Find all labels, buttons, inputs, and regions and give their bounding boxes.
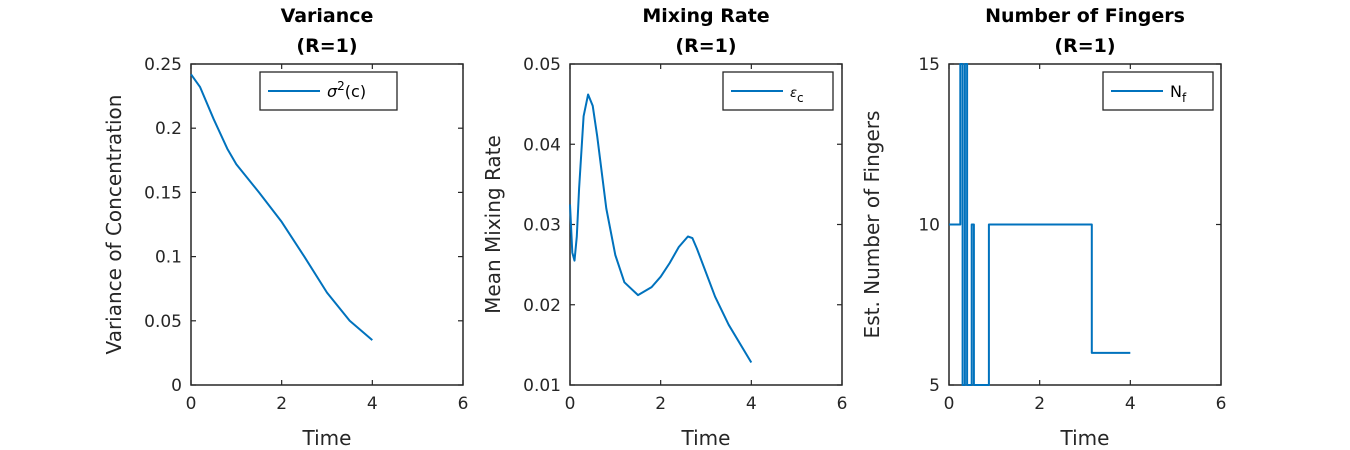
y-tick-label: 5 [929, 376, 940, 396]
y-tick-label: 0.2 [155, 119, 182, 139]
chart-subtitle: (R=1) [675, 35, 736, 57]
chart-panel-3: Number of Fingers (R=1) 0 2 4 6 5 10 15 Time Est. … [860, 5, 1226, 450]
x-tick-label: 4 [1125, 394, 1136, 414]
x-tick-label: 2 [276, 394, 287, 414]
y-tick-label: 0.02 [523, 296, 561, 316]
y-tick-label: 0.25 [144, 55, 182, 75]
x-tick-label: 0 [944, 394, 955, 414]
x-tick-label: 0 [565, 394, 576, 414]
chart-title: Variance [281, 5, 374, 27]
chart-subtitle: (R=1) [296, 35, 357, 57]
series-line [949, 63, 1131, 386]
y-axis-label: Est. Number of Fingers [860, 111, 884, 339]
y-tick-label: 10 [918, 216, 940, 236]
plot-area [569, 63, 843, 386]
chart-subtitle: (R=1) [1054, 35, 1115, 57]
y-tick-label: 0.05 [523, 55, 561, 75]
series-line [190, 73, 373, 341]
x-tick-label: 4 [746, 394, 757, 414]
y-tick-label: 15 [918, 55, 940, 75]
chart-panel-1: Variance (R=1) 0 2 4 6 0 0.05 0.1 0.15 0.2 0.25 Time… [102, 5, 468, 450]
legend: σ2(c) [259, 71, 398, 111]
plot-area [190, 63, 464, 386]
x-tick-label: 6 [458, 394, 469, 414]
y-tick-label: 0.15 [144, 183, 182, 203]
chart-title: Number of Fingers [985, 5, 1185, 27]
x-tick-label: 6 [837, 394, 848, 414]
x-tick-label: 2 [655, 394, 666, 414]
y-tick-label: 0.01 [523, 376, 561, 396]
legend: εc [722, 71, 834, 111]
x-tick-label: 2 [1034, 394, 1045, 414]
x-axis-label: Time [1060, 426, 1110, 450]
y-tick-label: 0 [171, 376, 182, 396]
legend: Nf [1102, 71, 1214, 111]
x-tick-label: 0 [186, 394, 197, 414]
legend-label: εc [790, 86, 804, 105]
x-axis-label: Time [681, 426, 731, 450]
y-tick-label: 0.04 [523, 135, 561, 155]
series-line [569, 93, 753, 364]
y-tick-label: 0.03 [523, 216, 561, 236]
legend-label: Nf [1170, 82, 1187, 105]
chart-panel-2: Mixing Rate (R=1) 0 2 4 6 0.01 0.02 0.03 0.04 0.05… [481, 5, 847, 450]
y-axis-label: Mean Mixing Rate [481, 135, 505, 314]
legend-label: σ2(c) [327, 79, 366, 101]
y-tick-label: 0.05 [144, 312, 182, 332]
x-axis-label: Time [302, 426, 352, 450]
y-axis-label: Variance of Concentration [102, 95, 126, 355]
x-tick-label: 6 [1216, 394, 1227, 414]
x-tick-label: 4 [367, 394, 378, 414]
y-tick-label: 0.1 [155, 248, 182, 268]
chart-title: Mixing Rate [642, 5, 769, 27]
